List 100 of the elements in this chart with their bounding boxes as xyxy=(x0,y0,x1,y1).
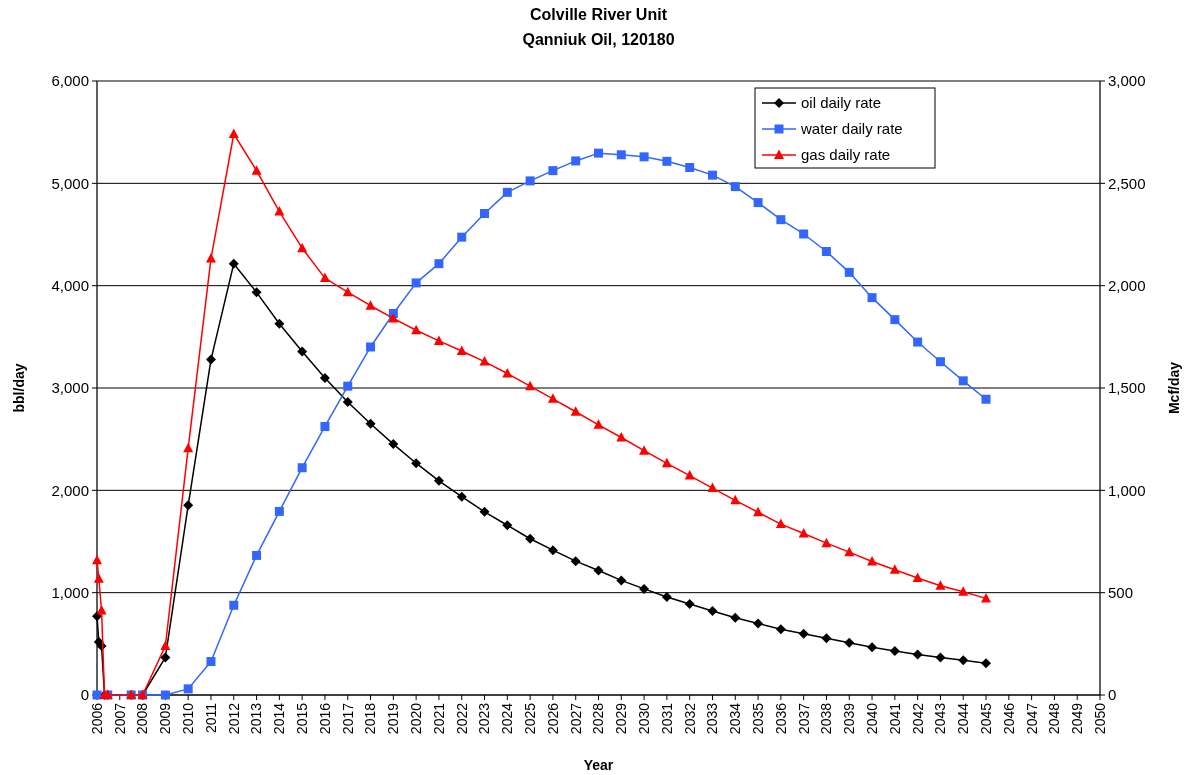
point xyxy=(570,556,581,567)
point xyxy=(297,242,308,253)
point xyxy=(433,475,444,486)
point xyxy=(798,528,809,538)
point xyxy=(844,546,855,557)
point xyxy=(912,649,923,660)
point xyxy=(160,690,170,700)
legend-label: gas daily rate xyxy=(801,146,891,164)
point xyxy=(342,286,353,297)
point xyxy=(912,572,923,582)
point xyxy=(844,267,854,277)
y-tick-label: 0 xyxy=(80,686,89,704)
x-tick-label: 2026 xyxy=(544,702,561,735)
point xyxy=(456,345,467,355)
x-tick-label: 2014 xyxy=(271,702,288,735)
point xyxy=(502,367,513,378)
point xyxy=(388,312,399,323)
x-tick-label: 2021 xyxy=(430,702,447,735)
y2-tick-label: 3,000 xyxy=(1108,72,1146,90)
point xyxy=(935,580,946,590)
y2-tick-label: 500 xyxy=(1108,583,1134,601)
point xyxy=(684,599,695,610)
point xyxy=(297,346,308,357)
point xyxy=(639,583,650,594)
point xyxy=(160,652,171,663)
x-tick-label: 2038 xyxy=(818,702,835,735)
point xyxy=(319,272,330,283)
point xyxy=(183,500,194,511)
x-tick-label: 2012 xyxy=(225,702,242,735)
point xyxy=(935,652,946,663)
x-tick-label: 2032 xyxy=(681,702,698,735)
point xyxy=(616,432,627,442)
x-tick-label: 2030 xyxy=(635,702,652,735)
x-tick-label: 2006 xyxy=(88,702,105,735)
x-tick-label: 2029 xyxy=(613,702,630,735)
x-tick-label: 2045 xyxy=(977,702,994,735)
x-tick-label: 2009 xyxy=(157,702,174,735)
point xyxy=(228,128,239,139)
x-tick-label: 2046 xyxy=(1000,702,1017,735)
x-tick-label: 2018 xyxy=(362,702,379,735)
point xyxy=(639,445,650,455)
point xyxy=(616,150,626,160)
x-tick-label: 2028 xyxy=(590,702,607,735)
point xyxy=(457,232,467,242)
point xyxy=(730,182,740,192)
x-tick-label: 2049 xyxy=(1069,702,1086,735)
x-tick-label: 2011 xyxy=(202,702,219,734)
point xyxy=(867,556,878,566)
x-tick-label: 2027 xyxy=(567,702,584,735)
point xyxy=(297,463,307,473)
y2-tick-label: 1,000 xyxy=(1108,481,1146,499)
point xyxy=(867,293,877,303)
y-tick-label: 4,000 xyxy=(51,276,89,294)
point xyxy=(890,315,900,325)
x-tick-label: 2050 xyxy=(1091,702,1108,735)
x-tick-label: 2043 xyxy=(932,702,949,735)
point xyxy=(183,684,193,694)
point xyxy=(867,642,878,653)
x-tick-label: 2035 xyxy=(749,702,766,735)
point xyxy=(92,554,102,565)
y2-tick-label: 2,500 xyxy=(1108,174,1146,192)
point xyxy=(205,354,216,365)
x-tick-label: 2017 xyxy=(339,702,356,735)
point xyxy=(251,165,262,175)
point xyxy=(639,152,649,162)
x-tick-label: 2039 xyxy=(841,702,858,735)
y2-tick-label: 0 xyxy=(1108,686,1117,704)
point xyxy=(548,166,558,176)
point xyxy=(366,342,376,352)
x-tick-label: 2048 xyxy=(1046,702,1063,735)
x-axis-title: Year xyxy=(583,757,614,773)
point xyxy=(547,393,558,403)
point xyxy=(343,381,353,391)
y2-tick-label: 1,500 xyxy=(1108,379,1146,397)
point xyxy=(958,586,969,596)
x-tick-label: 2007 xyxy=(111,702,128,735)
point xyxy=(570,406,581,416)
point xyxy=(913,337,923,347)
point xyxy=(274,506,284,516)
point xyxy=(365,300,376,310)
point xyxy=(821,537,832,548)
point xyxy=(684,470,695,480)
point xyxy=(206,657,216,667)
point xyxy=(753,618,764,629)
point xyxy=(958,376,968,386)
point xyxy=(479,356,490,366)
x-tick-label: 2013 xyxy=(248,702,265,735)
point xyxy=(889,564,900,574)
y-tick-label: 1,000 xyxy=(51,583,89,601)
point xyxy=(525,533,536,544)
point xyxy=(775,624,786,635)
point xyxy=(981,394,991,404)
point xyxy=(342,397,353,408)
x-tick-label: 2047 xyxy=(1023,702,1040,735)
x-tick-label: 2040 xyxy=(863,702,880,735)
x-tick-label: 2033 xyxy=(704,702,721,735)
point xyxy=(958,655,969,666)
point xyxy=(799,229,809,239)
point xyxy=(274,206,285,216)
y2-axis-title: Mcf/day xyxy=(1166,361,1183,415)
